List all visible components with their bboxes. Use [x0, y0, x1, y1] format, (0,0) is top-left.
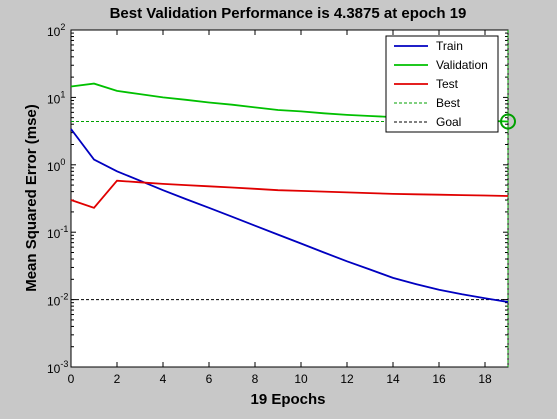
- x-axis-ticks: 0 2 4 6 8 10 12 14 16 18: [68, 30, 492, 386]
- legend-label-train: Train: [436, 39, 463, 53]
- x-tick-label: 4: [160, 372, 167, 386]
- chart-legend: Train Validation Test Best Goal: [385, 35, 499, 133]
- x-tick-label: 16: [432, 372, 446, 386]
- x-tick-label: 18: [478, 372, 492, 386]
- x-tick-label: 14: [386, 372, 400, 386]
- best-epoch-marker: [500, 113, 516, 130]
- chart-title: Best Validation Performance is 4.3875 at…: [110, 5, 467, 22]
- x-axis-label: 19 Epochs: [250, 391, 325, 408]
- x-tick-label: 2: [114, 372, 121, 386]
- legend-label-test: Test: [436, 77, 459, 91]
- legend-label-best: Best: [436, 96, 461, 110]
- x-tick-label: 8: [252, 372, 259, 386]
- series-layer: [70, 30, 516, 367]
- legend-label-validation: Validation: [436, 58, 488, 72]
- y-axis-ticks: 102 101 100 10-1 10-2 10-3: [47, 22, 508, 376]
- x-tick-label: 12: [340, 372, 354, 386]
- x-tick-label: 0: [68, 372, 75, 386]
- y-tick-label: 10-1: [47, 224, 68, 241]
- y-tick-label: 102: [47, 22, 65, 39]
- y-tick-label: 10-2: [47, 292, 68, 309]
- legend-label-goal: Goal: [436, 115, 461, 129]
- series-test-line: [70, 179, 509, 209]
- x-tick-label: 10: [294, 372, 308, 386]
- y-axis-label: Mean Squared Error (mse): [23, 104, 40, 292]
- y-tick-label: 10-3: [47, 359, 68, 376]
- y-tick-label: 100: [47, 157, 65, 174]
- x-tick-label: 6: [206, 372, 213, 386]
- y-tick-label: 101: [47, 89, 65, 106]
